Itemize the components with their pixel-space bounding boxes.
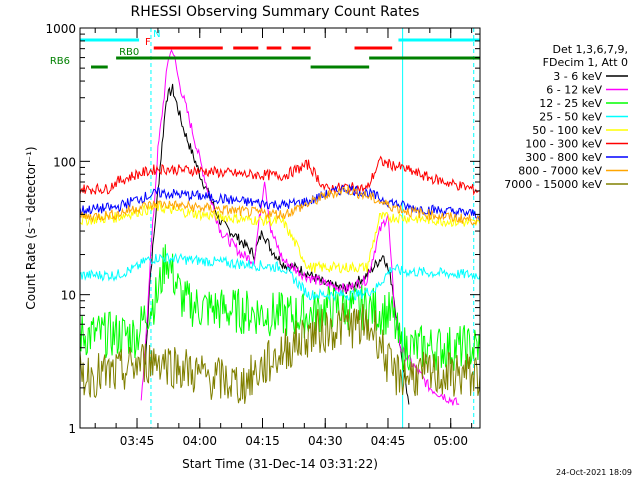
x-tick-label: 04:00: [182, 434, 217, 448]
legend-header-2: FDecim 1, Att 0: [543, 56, 628, 69]
series-line: [80, 303, 480, 404]
x-tick-label: 04:45: [371, 434, 406, 448]
plot-frame: [79, 27, 481, 429]
x-tick-label: 04:15: [245, 434, 280, 448]
flag-bar-label: N: [153, 29, 160, 40]
y-tick-label: 1000: [45, 22, 76, 36]
plot-area: NF RB0 RB6: [50, 28, 480, 428]
y-axis-label: Count Rate (s⁻¹ detector⁻¹): [24, 146, 38, 309]
y-tick-label: 10: [61, 289, 76, 303]
x-tick-label: 03:45: [120, 434, 155, 448]
series-line: [80, 244, 480, 371]
flag-bar-label: RB6: [50, 56, 70, 67]
legend-label: 800 - 7000 keV: [518, 165, 602, 178]
legend-label: 12 - 25 keV: [539, 97, 602, 110]
x-tick-label: 05:00: [433, 434, 468, 448]
chart-title: RHESSI Observing Summary Count Rates: [131, 4, 420, 20]
date-stamp: 24-Oct-2021 18:09: [556, 468, 632, 477]
legend-label: 100 - 300 keV: [525, 138, 602, 151]
legend-label: 7000 - 15000 keV: [504, 178, 602, 191]
series-line: [80, 183, 480, 222]
series-line: [80, 202, 480, 274]
y-tick-label: 1: [68, 422, 76, 436]
series-line: [80, 185, 480, 226]
legend-label: 25 - 50 keV: [539, 111, 602, 124]
series-line: [80, 252, 480, 302]
series-line: [80, 155, 480, 196]
axes: 1 10 100 1000 03:45 04:00 04:15 04:30 04:45 05:00: [45, 22, 481, 448]
series-line: [140, 48, 460, 406]
x-tick-label: 04:30: [308, 434, 343, 448]
legend-label: 50 - 100 keV: [532, 124, 602, 137]
x-axis-label: Start Time (31-Dec-14 03:31:22): [182, 457, 378, 471]
legend-header-1: Det 1,3,6,7,9,: [552, 43, 628, 56]
legend-label: 6 - 12 keV: [546, 84, 602, 97]
flag-bar-label: F: [145, 37, 151, 48]
series-group: [80, 28, 480, 428]
legend-label: 300 - 800 keV: [525, 151, 602, 164]
flag-bar-label: RB0: [119, 47, 139, 58]
y-tick-label: 100: [53, 155, 76, 169]
series-line: [144, 83, 410, 405]
legend-label: 3 - 6 keV: [553, 70, 602, 83]
